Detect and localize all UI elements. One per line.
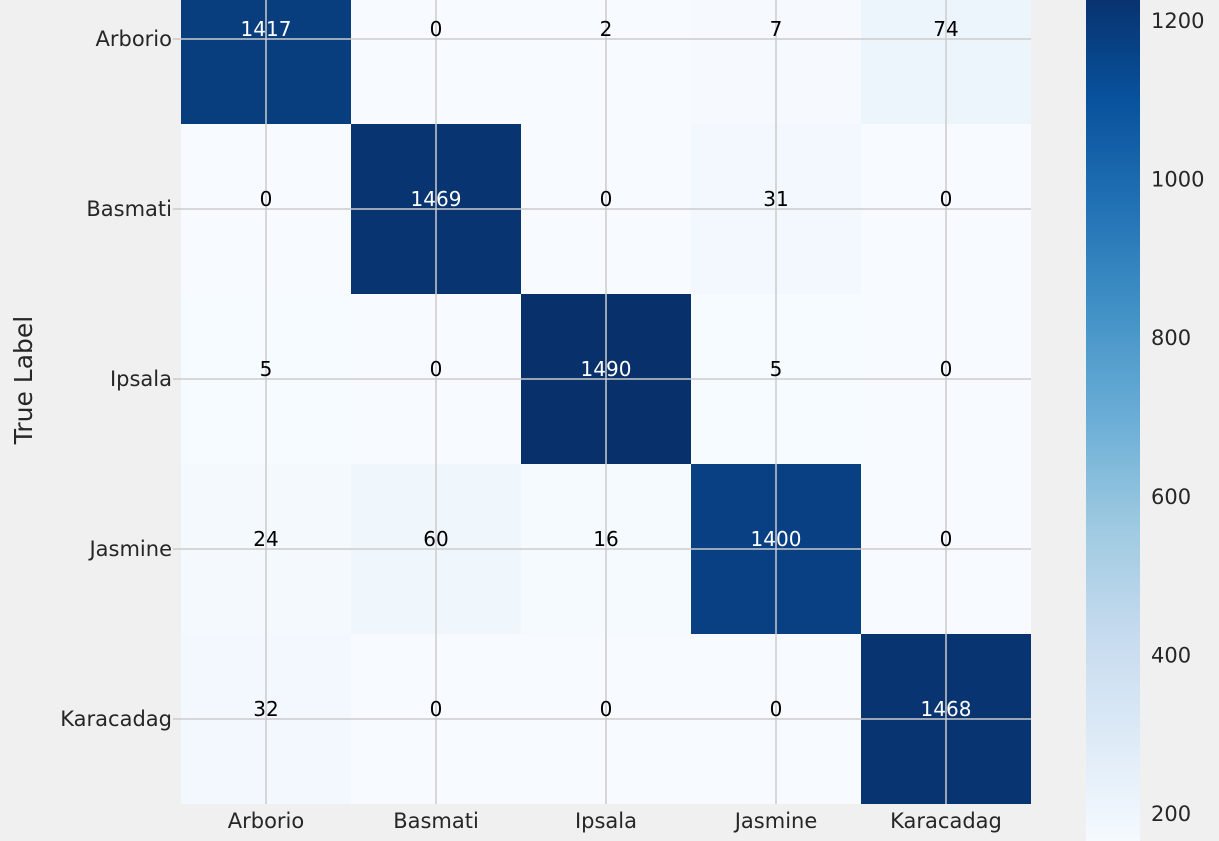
cell-value-label: 1468: [921, 697, 972, 721]
cell-value-label: 1400: [751, 527, 802, 551]
cell-value-label: 31: [763, 187, 788, 211]
x-tick-label: Karacadag: [890, 809, 1002, 833]
y-tick-label: Arborio: [96, 27, 173, 51]
y-tick-label: Jasmine: [87, 537, 172, 561]
cell-value-label: 0: [940, 527, 953, 551]
colorbar-tick-label: 1000: [1151, 168, 1204, 192]
cell-value-label: 1417: [241, 17, 292, 41]
y-tick-label: Ipsala: [110, 367, 172, 391]
cell-value-label: 2: [600, 17, 613, 41]
cell-value-label: 0: [940, 187, 953, 211]
grid-lines: [181, 0, 1031, 804]
x-tick-label: Jasmine: [733, 809, 818, 833]
cell-value-label: 0: [770, 697, 783, 721]
cell-value-labels: 1417 0 2 7 74 0 1469 0 31 0 5 0 1490 5 0 24 60 16 1400 0 32 0…: [241, 17, 972, 721]
x-tick-labels: Arborio Basmati Ipsala Jasmine Karacadag: [228, 809, 1002, 833]
cell-value-label: 7: [770, 17, 783, 41]
colorbar-tick-label: 400: [1151, 643, 1191, 667]
cell-value-label: 0: [260, 187, 273, 211]
cell-value-label: 32: [253, 697, 278, 721]
cell-value-label: 0: [430, 697, 443, 721]
cell-value-label: 5: [260, 357, 273, 381]
cell-value-label: 1469: [411, 187, 462, 211]
cell-value-label: 24: [253, 527, 278, 551]
colorbar-gradient: [1086, 0, 1140, 841]
cell-value-label: 0: [430, 17, 443, 41]
cell-value-label: 0: [430, 357, 443, 381]
cell-value-label: 0: [940, 357, 953, 381]
cell-value-label: 74: [933, 17, 958, 41]
x-tick-label: Arborio: [228, 809, 305, 833]
cell-value-label: 1490: [581, 357, 632, 381]
y-tick-label: Basmati: [86, 197, 172, 221]
x-tick-label: Ipsala: [575, 809, 637, 833]
x-tick-label: Basmati: [393, 809, 479, 833]
colorbar-tick-label: 200: [1151, 802, 1191, 826]
cell-value-label: 0: [600, 187, 613, 211]
colorbar: 200 400 600 800 1000 1200: [1086, 0, 1204, 841]
cell-value-label: 60: [423, 527, 448, 551]
y-axis-title: True Label: [9, 316, 38, 446]
cell-value-label: 16: [593, 527, 618, 551]
colorbar-tick-label: 800: [1151, 326, 1191, 350]
y-tick-labels: Arborio Basmati Ipsala Jasmine Karacadag: [60, 27, 181, 731]
y-tick-label: Karacadag: [60, 707, 172, 731]
colorbar-tick-labels: 200 400 600 800 1000 1200: [1151, 9, 1204, 826]
cell-value-label: 5: [770, 357, 783, 381]
cell-value-label: 0: [600, 697, 613, 721]
colorbar-tick-label: 1200: [1151, 9, 1204, 33]
colorbar-tick-label: 600: [1151, 485, 1191, 509]
